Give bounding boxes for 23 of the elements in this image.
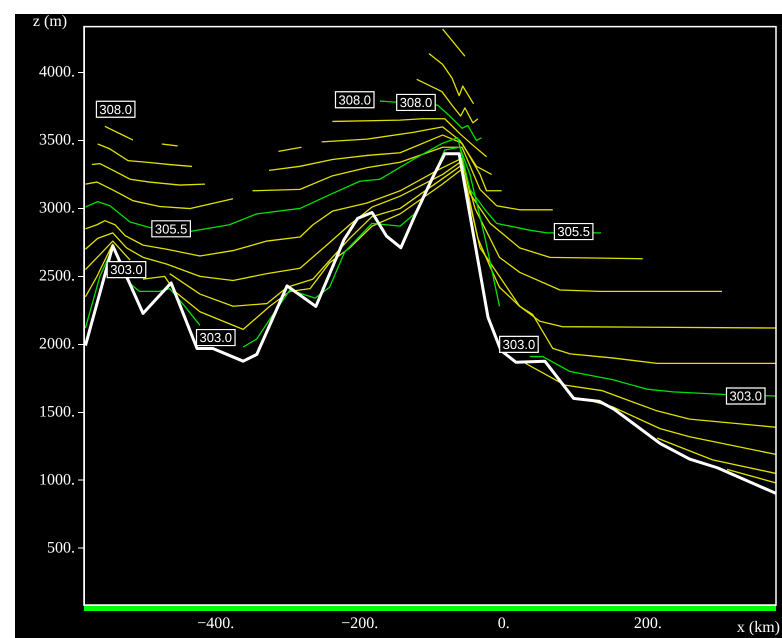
annotation: 303.0 <box>200 330 232 346</box>
annotation: 303.0 <box>729 388 762 404</box>
y-tick-label: 2500. <box>39 268 75 285</box>
x-tick-label: 0. <box>498 614 510 632</box>
annotation: 308.0 <box>99 102 132 117</box>
x-axis-title: x (km) <box>736 619 780 636</box>
annotation: 305.5 <box>557 224 590 240</box>
y-tick-label: 3000. <box>39 200 75 217</box>
y-tick-label: 1500. <box>39 403 75 420</box>
annotation: 308.0 <box>400 95 432 110</box>
y-tick-label: 500. <box>47 539 75 556</box>
y-tick-label: 4000. <box>39 64 75 81</box>
x-tick-label: −400. <box>197 614 234 632</box>
annotation: 303.0 <box>110 262 143 278</box>
y-tick-label: 3500. <box>39 132 75 149</box>
y-tick-label: 1000. <box>39 471 75 488</box>
x-tick-label: −200. <box>341 614 378 632</box>
y-tick-label: 2000. <box>39 336 75 353</box>
annotation: 305.5 <box>154 221 188 236</box>
y-axis-title: z (m) <box>32 13 68 30</box>
annotation: 308.0 <box>338 92 372 108</box>
annotation: 303.0 <box>502 336 536 352</box>
x-tick-label: 200. <box>634 614 662 632</box>
